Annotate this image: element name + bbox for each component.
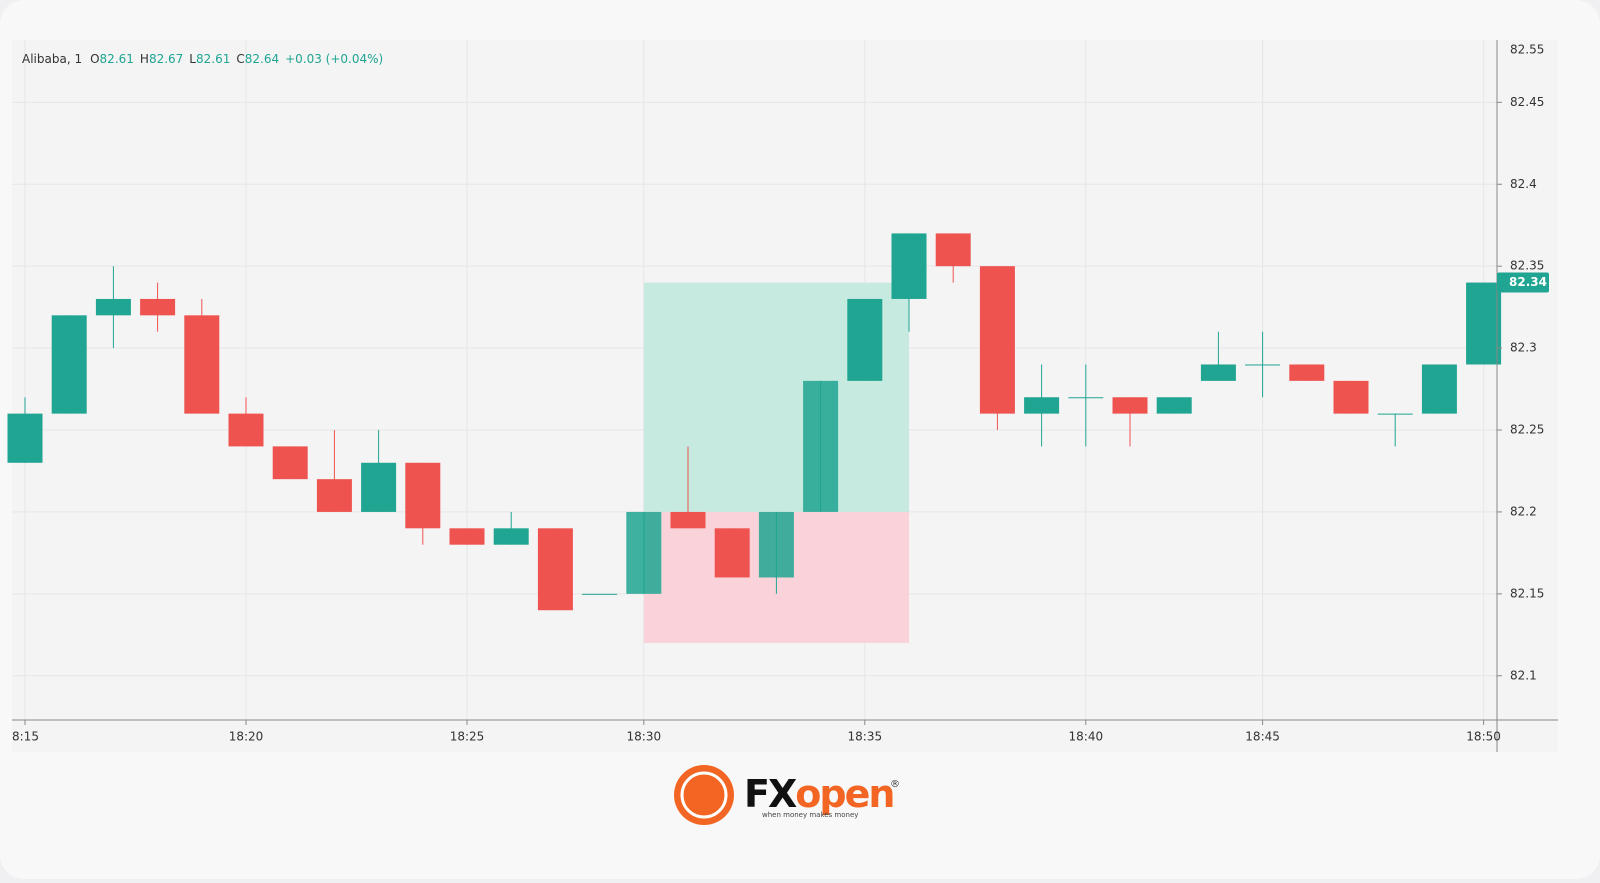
y-tick-label: 82.45: [1510, 95, 1544, 109]
tagline: when money makes money: [762, 811, 858, 819]
candle-body: [1289, 364, 1325, 381]
candle-body: [493, 528, 529, 545]
candle-body: [361, 462, 397, 512]
candle-body: [51, 315, 87, 414]
header: Alibaba, 1 O82.61 H82.67 L82.61 C82.64 +0.03 …: [22, 52, 383, 66]
candle-body: [272, 446, 308, 480]
candle-body: [1200, 364, 1236, 381]
last-price-tag: [1497, 272, 1549, 293]
y-tick-label: 82.25: [1510, 423, 1544, 437]
x-tick-label: 18:25: [450, 730, 485, 744]
ohlc-key: H: [140, 52, 149, 66]
ohlc-value: 82.64: [245, 52, 279, 66]
candle-body: [626, 511, 662, 594]
candle-body: [405, 462, 441, 529]
candle-body: [758, 511, 794, 578]
candle-body: [95, 298, 131, 316]
candle-body: [1024, 397, 1060, 414]
x-tick-label: 18:40: [1069, 730, 1104, 744]
candle-body: [670, 511, 706, 529]
candle-body: [1156, 397, 1192, 414]
candle-body: [1466, 282, 1502, 365]
brand: FXopen: [744, 772, 893, 816]
ohlc-value: 82.67: [149, 52, 183, 66]
change: +0.03 (+0.04%): [285, 52, 383, 66]
y-tick-label: 82.15: [1510, 586, 1544, 600]
candle-body: [140, 298, 176, 316]
last-price-label: 82.34: [1509, 275, 1547, 289]
y-tick-label: 82.35: [1510, 259, 1544, 273]
ohlc-key: C: [236, 52, 244, 66]
ohlc-value: 82.61: [100, 52, 134, 66]
candle-body: [935, 233, 971, 267]
candle-body: [1245, 364, 1281, 366]
y-tick-label: 82.3: [1510, 341, 1537, 355]
registered: ®: [890, 779, 900, 790]
symbol: Alibaba, 1: [22, 52, 82, 66]
ohlc-key: O: [90, 52, 99, 66]
candle-body: [537, 528, 573, 611]
x-tick-label: 18:30: [627, 730, 662, 744]
ohlc-value: 82.61: [196, 52, 230, 66]
candle-body: [1421, 364, 1457, 414]
candle-body: [228, 413, 264, 447]
price-scale-top: 82.55: [1510, 43, 1544, 57]
candle-body: [803, 380, 839, 512]
candle-body: [979, 266, 1015, 414]
candle-body: [449, 528, 485, 545]
x-tick-label: 18:45: [1245, 730, 1280, 744]
x-tick-label: 18:50: [1466, 730, 1501, 744]
brand-b: open: [795, 772, 893, 816]
candle-body: [714, 528, 750, 578]
logo: FXopen ® when money makes money: [674, 765, 900, 825]
x-tick-label: 8:15: [12, 730, 39, 744]
candle-body: [1068, 397, 1104, 399]
x-tick-label: 18:20: [229, 730, 264, 744]
candle-body: [847, 298, 883, 381]
y-tick-label: 82.1: [1510, 668, 1537, 682]
candle-body: [184, 315, 220, 414]
logo-ring: [680, 771, 728, 819]
candle-body: [582, 593, 618, 595]
y-tick-label: 82.2: [1510, 504, 1537, 518]
candle-body: [7, 413, 43, 463]
brand-a: FX: [744, 772, 797, 816]
y-tick-label: 82.4: [1510, 177, 1537, 191]
ohlc-key: L: [189, 52, 196, 66]
candle-body: [1112, 397, 1148, 414]
candle-body: [316, 479, 352, 512]
candle-body: [1377, 413, 1413, 415]
x-tick-label: 18:35: [848, 730, 883, 744]
candle-body: [891, 233, 927, 299]
candle-body: [1333, 380, 1369, 414]
